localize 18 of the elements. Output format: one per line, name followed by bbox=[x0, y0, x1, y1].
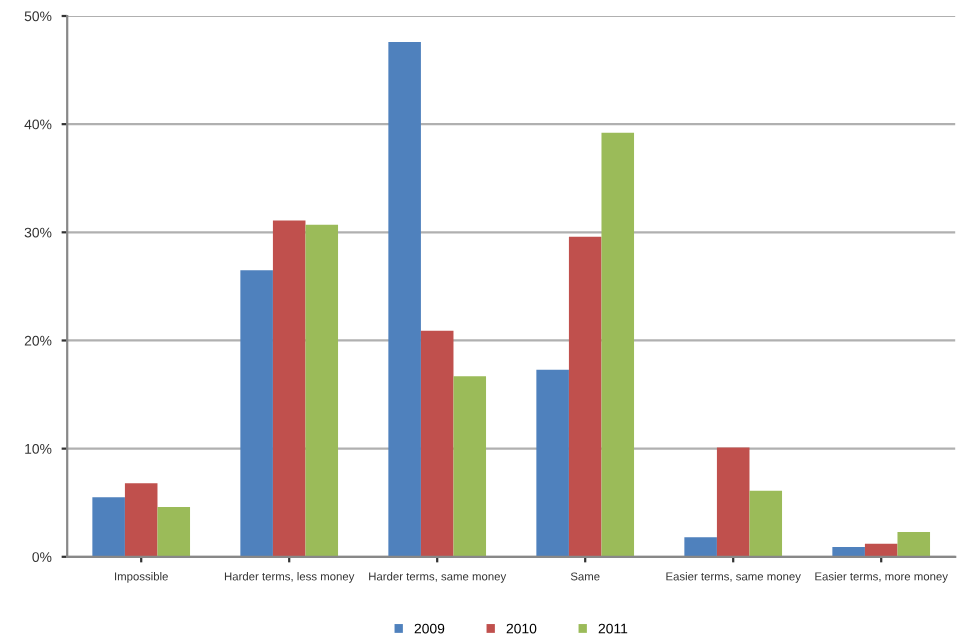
bar bbox=[453, 376, 487, 557]
bar bbox=[157, 507, 191, 557]
bar bbox=[684, 537, 717, 557]
bar bbox=[420, 330, 454, 557]
bar bbox=[388, 41, 421, 557]
bar bbox=[749, 490, 783, 557]
bar bbox=[568, 236, 602, 557]
bar bbox=[124, 483, 158, 557]
bar bbox=[536, 369, 569, 557]
bar bbox=[716, 447, 750, 557]
bar bbox=[864, 543, 898, 557]
bar bbox=[832, 547, 865, 557]
bar bbox=[601, 132, 635, 557]
bar bbox=[240, 270, 273, 557]
bar bbox=[897, 531, 931, 557]
bar bbox=[272, 220, 306, 557]
bar bbox=[305, 224, 339, 557]
bar bbox=[92, 497, 125, 557]
